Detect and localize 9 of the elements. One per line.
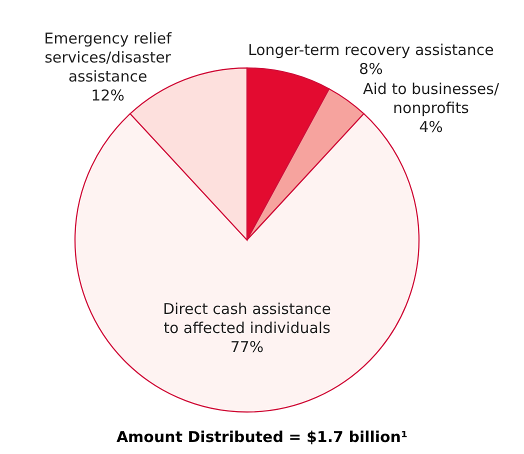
data-label: 12%	[91, 86, 124, 104]
data-label: 8%	[359, 60, 383, 78]
slice-label: Direct cash assistance to affected individuals	[162, 300, 332, 337]
slice-label: Aid to businesses/nonprofits	[362, 80, 500, 117]
data-label: 4%	[419, 118, 443, 136]
slice-label: Longer-term recovery assistance	[248, 41, 494, 60]
data-label: 77%	[230, 338, 264, 356]
text: Amount Distributed = $1.7 billion¹	[116, 428, 408, 446]
slice-label: Emergency relief services/disaster assistance	[44, 29, 172, 86]
